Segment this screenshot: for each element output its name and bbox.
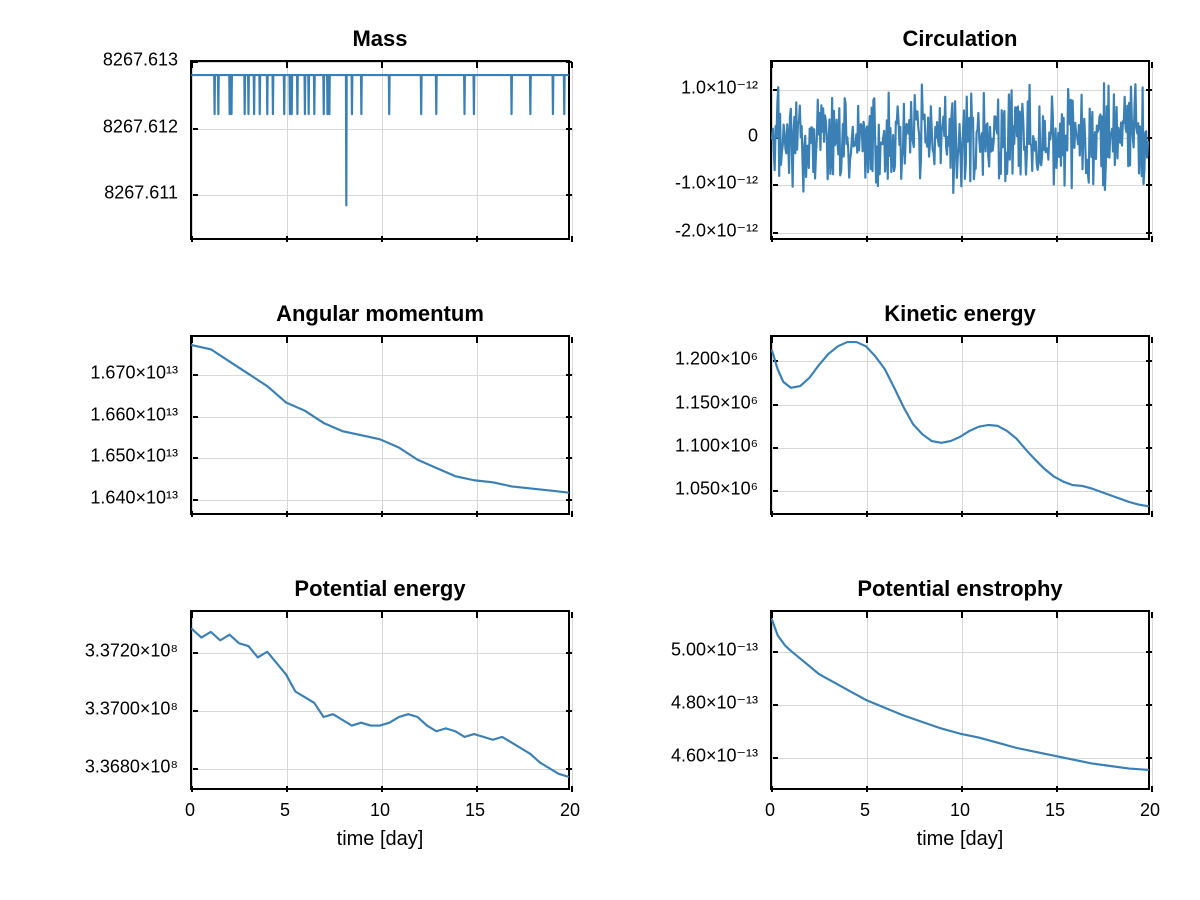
ytick-label: 1.660×10¹³	[0, 404, 178, 425]
ytick-label: 4.80×10⁻¹³	[578, 692, 758, 713]
ytick-label: -2.0×10⁻¹²	[578, 220, 758, 241]
ytick-label: 1.200×10⁶	[578, 349, 758, 370]
panel-title: Potential energy	[190, 576, 570, 602]
panel-title: Circulation	[770, 26, 1150, 52]
xtick-label: 15	[1045, 800, 1065, 821]
xtick-label: 5	[280, 800, 290, 821]
xtick-label: 20	[560, 800, 580, 821]
ytick-label: 4.60×10⁻¹³	[578, 745, 758, 766]
xtick-label: 10	[950, 800, 970, 821]
ytick-label: 1.0×10⁻¹²	[578, 78, 758, 99]
panel-title: Mass	[190, 26, 570, 52]
gridline-v	[572, 612, 573, 792]
panel-circulation: Circulation-2.0×10⁻¹²-1.0×10⁻¹²01.0×10⁻¹…	[770, 60, 1150, 240]
xtick-label: 0	[765, 800, 775, 821]
plot-area	[190, 335, 570, 515]
panel-title: Kinetic energy	[770, 301, 1150, 327]
ytick-label: 0	[578, 125, 758, 146]
plot-area	[190, 60, 570, 240]
panel-title: Potential enstrophy	[770, 576, 1150, 602]
ytick-label: 1.100×10⁶	[578, 435, 758, 456]
xtick-label: 20	[1140, 800, 1160, 821]
ytick-label: 5.00×10⁻¹³	[578, 639, 758, 660]
gridline-v	[572, 337, 573, 517]
ytick-label: 8267.613	[0, 50, 178, 71]
plot-area	[770, 610, 1150, 790]
xtick-label: 10	[370, 800, 390, 821]
xaxis-label: time [day]	[190, 828, 570, 851]
xtick	[571, 511, 573, 517]
ytick-label: 1.670×10¹³	[0, 362, 178, 383]
gridline-v	[1152, 62, 1153, 242]
ytick-label: 1.640×10¹³	[0, 488, 178, 509]
series-line	[192, 612, 568, 788]
gridline-v	[1152, 612, 1153, 792]
xtick-label: 0	[185, 800, 195, 821]
panel-title: Angular momentum	[190, 301, 570, 327]
xtick-label: 5	[860, 800, 870, 821]
ytick-label: 3.3700×10⁸	[0, 698, 178, 719]
plot-area	[190, 610, 570, 790]
xtick	[571, 62, 573, 68]
ytick-label: 1.650×10¹³	[0, 446, 178, 467]
xtick	[571, 337, 573, 343]
panel-enstrophy: Potential enstrophy4.60×10⁻¹³4.80×10⁻¹³5…	[770, 610, 1150, 790]
xaxis-label: time [day]	[770, 828, 1150, 851]
panel-ke: Kinetic energy1.050×10⁶1.100×10⁶1.150×10…	[770, 335, 1150, 515]
xtick	[571, 612, 573, 618]
plot-area	[770, 60, 1150, 240]
panel-angmom: Angular momentum1.640×10¹³1.650×10¹³1.66…	[190, 335, 570, 515]
gridline-v	[1152, 337, 1153, 517]
xtick	[571, 786, 573, 792]
series-line	[772, 62, 1148, 238]
ytick-label: 1.150×10⁶	[578, 392, 758, 413]
panel-pe: Potential energy3.3680×10⁸3.3700×10⁸3.37…	[190, 610, 570, 790]
plot-area	[770, 335, 1150, 515]
series-line	[772, 337, 1148, 513]
ytick-label: 1.050×10⁶	[578, 479, 758, 500]
ytick-label: -1.0×10⁻¹²	[578, 173, 758, 194]
series-line	[192, 62, 568, 238]
xtick	[1151, 612, 1153, 618]
xtick	[1151, 337, 1153, 343]
series-line	[192, 337, 568, 513]
xtick	[1151, 236, 1153, 242]
gridline-v	[572, 62, 573, 242]
ytick-label: 8267.612	[0, 116, 178, 137]
xtick-label: 15	[465, 800, 485, 821]
series-line	[772, 612, 1148, 788]
xtick	[1151, 786, 1153, 792]
ytick-label: 3.3680×10⁸	[0, 756, 178, 777]
panel-mass: Mass8267.6118267.6128267.613	[190, 60, 570, 240]
figure-grid: Mass8267.6118267.6128267.613Circulation-…	[0, 0, 1200, 900]
ytick-label: 8267.611	[0, 183, 178, 204]
ytick-label: 3.3720×10⁸	[0, 640, 178, 661]
xtick	[571, 236, 573, 242]
xtick	[1151, 62, 1153, 68]
xtick	[1151, 511, 1153, 517]
